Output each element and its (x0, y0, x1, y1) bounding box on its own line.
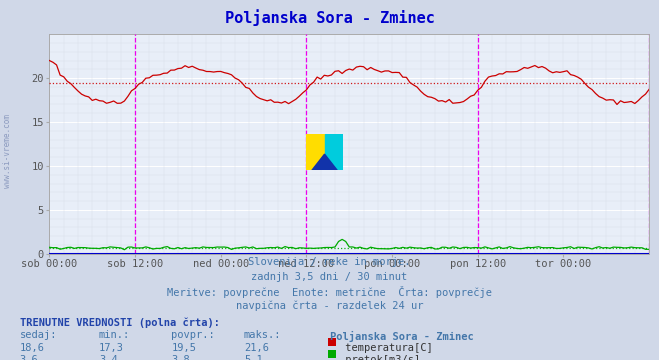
Text: pretok[m3/s]: pretok[m3/s] (339, 355, 420, 360)
Text: Meritve: povprečne  Enote: metrične  Črta: povprečje: Meritve: povprečne Enote: metrične Črta:… (167, 286, 492, 298)
Text: Poljanska Sora - Zminec: Poljanska Sora - Zminec (330, 330, 473, 342)
Polygon shape (312, 154, 337, 170)
Text: Slovenija / reke in morje.: Slovenija / reke in morje. (248, 257, 411, 267)
Text: navpična črta - razdelek 24 ur: navpična črta - razdelek 24 ur (236, 301, 423, 311)
Text: sedaj:: sedaj: (20, 330, 57, 341)
Text: 21,6: 21,6 (244, 343, 269, 353)
Bar (325, 134, 343, 170)
Text: 17,3: 17,3 (99, 343, 124, 353)
Text: min.:: min.: (99, 330, 130, 341)
Text: 19,5: 19,5 (171, 343, 196, 353)
Text: povpr.:: povpr.: (171, 330, 215, 341)
Text: temperatura[C]: temperatura[C] (339, 343, 433, 353)
Text: 3,8: 3,8 (171, 355, 190, 360)
Bar (306, 134, 325, 170)
Text: TRENUTNE VREDNOSTI (polna črta):: TRENUTNE VREDNOSTI (polna črta): (20, 318, 219, 328)
Text: www.si-vreme.com: www.si-vreme.com (3, 114, 13, 188)
Text: 3,4: 3,4 (99, 355, 117, 360)
Text: 3,6: 3,6 (20, 355, 38, 360)
Text: 5,1: 5,1 (244, 355, 262, 360)
Text: maks.:: maks.: (244, 330, 281, 341)
Text: zadnjh 3,5 dni / 30 minut: zadnjh 3,5 dni / 30 minut (251, 272, 408, 282)
Text: Poljanska Sora - Zminec: Poljanska Sora - Zminec (225, 9, 434, 26)
Text: 18,6: 18,6 (20, 343, 45, 353)
